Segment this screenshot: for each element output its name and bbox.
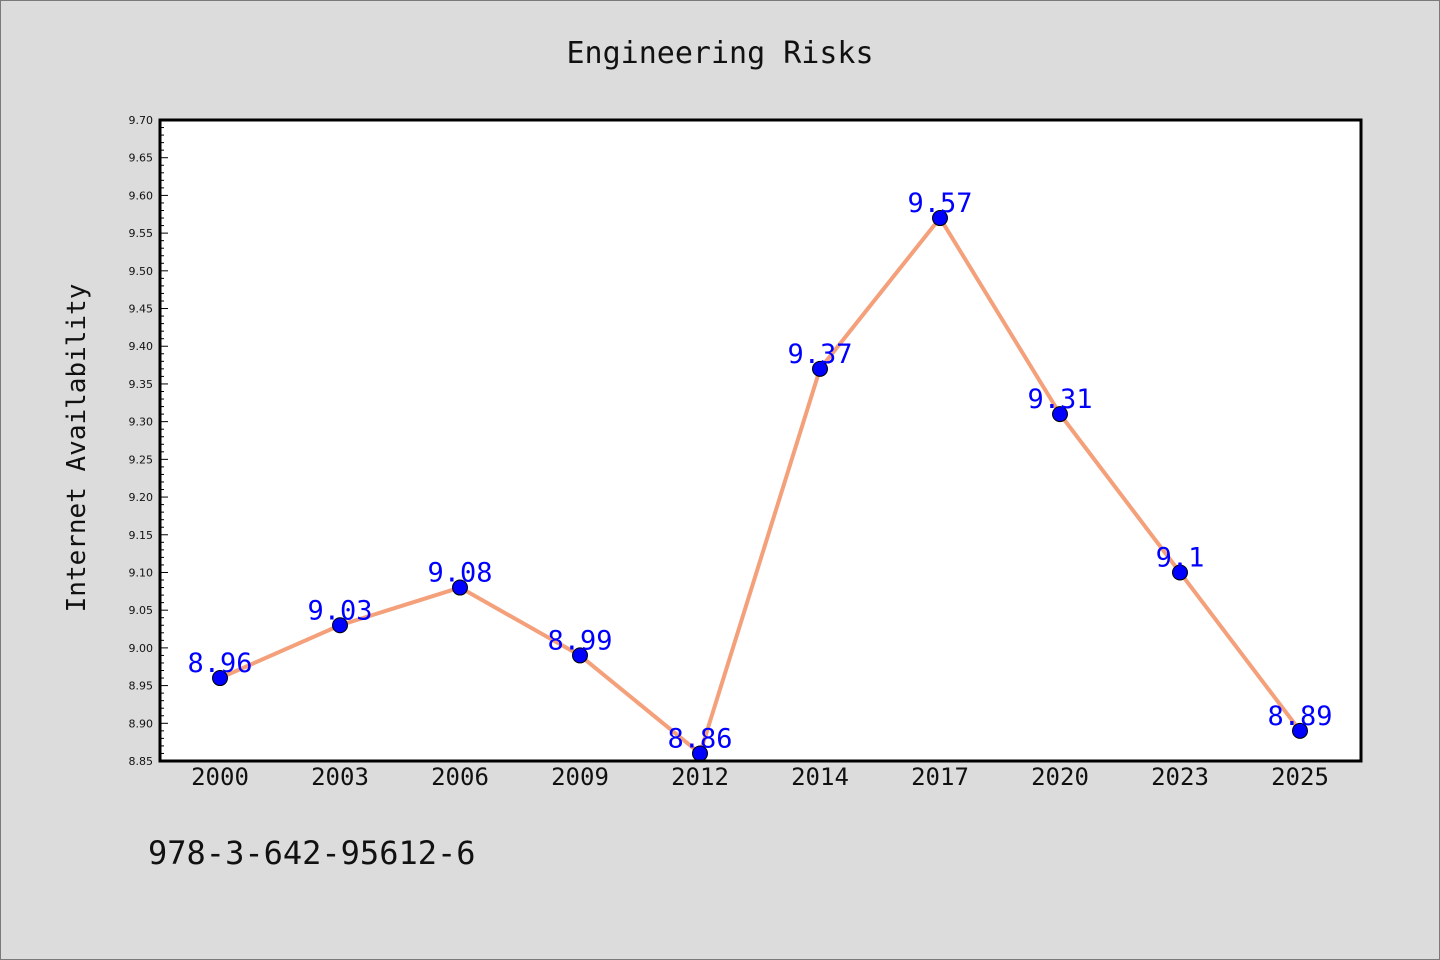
x-tick-label: 2009 [551, 763, 609, 791]
y-tick-label: 9.40 [129, 340, 154, 353]
x-tick-label: 2020 [1031, 763, 1089, 791]
data-point [212, 670, 228, 687]
data-point [1052, 406, 1068, 423]
y-tick-label: 9.15 [129, 529, 154, 542]
data-label: 8.89 [1267, 701, 1332, 732]
caption-isbn: 978-3-642-95612-6 [148, 834, 476, 872]
y-tick-label: 9.00 [129, 642, 154, 655]
y-axis-label: Internet Availability [62, 284, 92, 613]
x-tick-label: 2003 [311, 763, 369, 791]
x-axis-ticks: 2000 2003 2006 2009 2012 2014 2017 2020 2023 2025 [191, 763, 1329, 791]
data-label: 9.1 [1156, 542, 1205, 573]
y-tick-label: 9.60 [129, 189, 154, 202]
y-tick-label: 9.70 [129, 114, 154, 127]
data-point [1172, 564, 1188, 581]
plot-area [160, 120, 1361, 761]
data-label: 9.57 [907, 188, 972, 219]
data-label: 9.31 [1027, 384, 1092, 415]
y-tick-label: 9.10 [129, 566, 154, 579]
y-tick-label: 9.45 [129, 303, 154, 316]
data-label: 8.96 [187, 648, 252, 679]
y-tick-label: 9.20 [129, 491, 154, 504]
x-tick-label: 2006 [431, 763, 489, 791]
y-tick-label: 9.65 [129, 152, 154, 165]
data-point [572, 647, 588, 664]
y-axis-ticks: 8.85 8.90 8.95 9.00 9.05 9.10 9.15 9.20 9.25 9.30… [129, 114, 168, 768]
y-tick-label: 9.55 [129, 227, 154, 240]
y-tick-label: 9.35 [129, 378, 154, 391]
data-point [932, 210, 948, 227]
series-line [219, 216, 1302, 756]
x-tick-label: 2025 [1271, 763, 1329, 791]
x-tick-label: 2017 [911, 763, 969, 791]
x-tick-label: 2023 [1151, 763, 1209, 791]
data-label: 8.99 [547, 625, 612, 656]
y-tick-label: 8.85 [129, 755, 154, 768]
data-point [812, 360, 828, 377]
data-labels: 8.96 9.03 9.08 8.99 8.86 9.37 9.57 9.31 9.1 8.89 [187, 188, 1332, 754]
data-label: 9.37 [787, 339, 852, 370]
x-tick-label: 2000 [191, 763, 249, 791]
y-tick-label: 9.50 [129, 265, 154, 278]
data-point [1292, 722, 1308, 739]
data-point [452, 579, 468, 596]
data-label: 8.86 [667, 723, 732, 754]
x-tick-label: 2014 [791, 763, 849, 791]
data-label: 9.08 [427, 558, 492, 589]
data-markers [212, 210, 1308, 762]
series-line-group [219, 216, 1302, 756]
y-tick-label: 9.30 [129, 416, 154, 429]
y-tick-label: 9.05 [129, 604, 154, 617]
y-tick-label: 9.25 [129, 453, 154, 466]
chart-title: Engineering Risks [566, 36, 873, 71]
y-tick-label: 8.95 [129, 680, 154, 693]
data-label: 9.03 [307, 595, 372, 626]
data-point [332, 617, 348, 634]
x-tick-label: 2012 [671, 763, 729, 791]
plot-border [158, 118, 1363, 763]
y-tick-label: 8.90 [129, 717, 154, 730]
